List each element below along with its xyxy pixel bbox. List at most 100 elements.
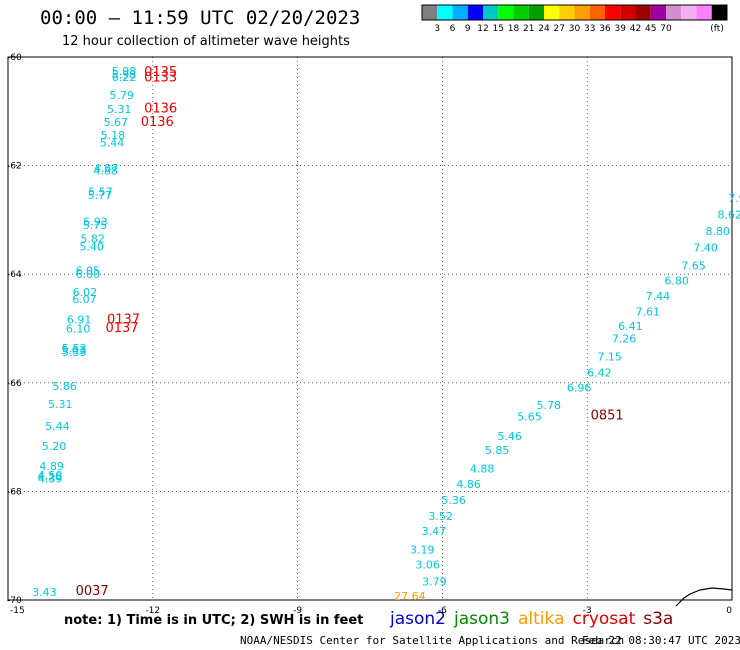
wave-height-label: 4.87 — [94, 162, 119, 175]
wave-height-label: 5.44 — [100, 136, 125, 149]
time-label: 0037 — [76, 584, 109, 599]
legend-unit: (ft) — [710, 24, 724, 34]
legend-label: 70 — [660, 24, 672, 34]
wave-height-label: 3.43 — [32, 586, 57, 599]
wave-height-label: 6.02 — [73, 286, 98, 299]
satellite-jason3: jason3 — [454, 609, 510, 629]
x-tick-label: -12 — [145, 606, 160, 616]
wave-height-label: 5.18 — [101, 129, 126, 142]
wave-height-label: 5.82 — [80, 232, 105, 245]
wave-height-label: 5.57 — [88, 186, 113, 199]
legend-label: 18 — [508, 24, 520, 34]
legend-swatch — [452, 5, 468, 20]
wave-height-label: 4.89 — [39, 460, 64, 473]
wave-height-label: 5.86 — [52, 380, 77, 393]
legend-label: 36 — [599, 24, 611, 34]
time-label: 0136 — [141, 115, 174, 130]
wave-height-label: 4.39 — [38, 472, 63, 485]
legend-label: 24 — [538, 24, 550, 34]
legend-swatch — [559, 5, 575, 20]
wave-height-label: 6.41 — [618, 320, 643, 333]
wave-height-label: 7.40 — [693, 242, 718, 255]
time-label: 0851 — [591, 408, 624, 423]
wave-height-label: 3.19 — [410, 544, 435, 557]
y-tick-label: -60 — [7, 53, 22, 63]
wave-height-label: 5.39 — [62, 346, 87, 359]
wave-height-label: 4.88 — [470, 463, 495, 476]
wave-height-label: 7.26 — [612, 332, 637, 345]
x-tick-label: -9 — [293, 606, 302, 616]
wave-height-label: 5.36 — [441, 494, 466, 507]
wave-height-label: 4.26 — [37, 471, 62, 484]
wave-height-label: 5.78 — [537, 399, 562, 412]
legend-swatch — [467, 5, 483, 20]
legend-label: 39 — [615, 24, 627, 34]
wave-height-label: 6.10 — [66, 323, 91, 336]
legend-label: 42 — [630, 24, 641, 34]
legend-label: 9 — [465, 24, 471, 34]
legend-label: 45 — [645, 24, 656, 34]
wave-height-label: 5.85 — [485, 444, 510, 457]
wave-height-label: 6.42 — [587, 366, 612, 379]
legend-label: 3 — [434, 24, 440, 34]
wave-height-labels: 5.986.225.985.795.315.675.185.444.874.88… — [32, 65, 740, 603]
footer-note: note: 1) Time is in UTC; 2) SWH is in fe… — [64, 613, 364, 628]
satellite-jason2: jason2 — [390, 609, 446, 629]
satellite-cryosat: cryosat — [572, 609, 636, 629]
legend-label: 33 — [584, 24, 595, 34]
wave-height-label: 3.79 — [422, 576, 447, 589]
time-label: 0133 — [144, 71, 177, 86]
legend-label: 12 — [477, 24, 488, 34]
coastline — [675, 587, 733, 607]
wave-height-label: 8.80 — [705, 225, 730, 238]
wave-height-label: 5.46 — [497, 430, 522, 443]
wave-height-label: 5.40 — [79, 241, 104, 254]
legend-swatch — [574, 5, 590, 20]
wave-height-label: 7.15 — [597, 351, 622, 364]
satellite-altika: altika — [518, 609, 565, 629]
x-tick-label: -3 — [583, 606, 592, 616]
color-legend: 3 6 9 12 15 18 21 24 27 30 33 36 39 42 45 70 (ft) — [421, 4, 728, 34]
map-grid — [7, 56, 733, 601]
legend-swatch — [650, 5, 666, 20]
wave-height-label: 5.79 — [109, 89, 134, 102]
wave-height-label: 3.06 — [415, 559, 440, 572]
time-label: 0135 — [144, 65, 177, 80]
y-tick-label: -68 — [7, 487, 22, 497]
wave-height-label: 6.96 — [567, 382, 592, 395]
legend-swatch — [696, 5, 712, 20]
legend-label: 21 — [523, 24, 534, 34]
legend-swatch — [513, 5, 529, 20]
map-title: 00:00 — 11:59 UTC 02/20/2023 — [40, 7, 361, 29]
legend-swatch — [711, 5, 727, 20]
legend-swatch — [437, 5, 453, 20]
legend-swatch — [498, 5, 514, 20]
wave-height-label: 5.65 — [517, 410, 542, 423]
wave-height-label: 8.62 — [718, 208, 740, 221]
x-tick-label: -6 — [438, 606, 447, 616]
map-subtitle: 12 hour collection of altimeter wave hei… — [62, 34, 350, 49]
satellite-legend: jason2 jason3 altika cryosat s3a — [390, 609, 681, 629]
wave-height-label: 5.44 — [45, 420, 69, 433]
wave-height-label: 4.88 — [93, 164, 118, 177]
wave-height-label: 5.63 — [61, 344, 86, 357]
wave-height-label: 5.77 — [88, 189, 113, 202]
wave-height-label: 5.31 — [48, 398, 73, 411]
wave-height-label: 5.31 — [107, 103, 131, 116]
y-tick-label: -70 — [7, 596, 22, 606]
legend-swatch — [544, 5, 560, 20]
legend-swatch — [528, 5, 544, 20]
y-tick-label: -66 — [7, 379, 22, 389]
legend-swatch — [483, 5, 499, 20]
wave-height-label: 6.80 — [664, 275, 689, 288]
wave-height-label: 7.65 — [681, 260, 706, 273]
axis-ticks: -60 -62 -64 -66 -68 -70-15 -12 -9 -6 -3 0 — [7, 53, 732, 616]
wave-height-label: 7.61 — [635, 306, 660, 319]
wave-height-label: 5.98 — [112, 65, 137, 78]
legend-swatch — [681, 5, 697, 20]
wave-height-label: 5.75 — [83, 219, 108, 232]
legend-swatch — [589, 5, 605, 20]
wave-height-label: 5.20 — [42, 440, 67, 453]
